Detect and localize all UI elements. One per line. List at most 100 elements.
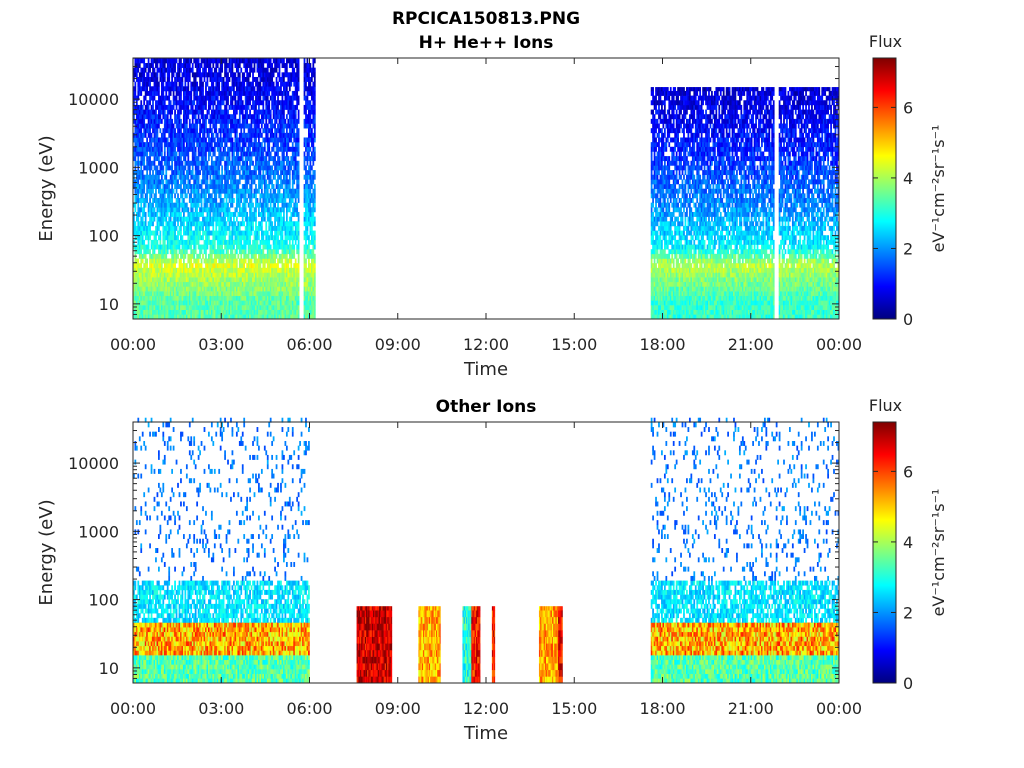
heatmap-cell — [252, 58, 254, 64]
heatmap-cell — [259, 63, 262, 68]
heatmap-cell — [271, 253, 274, 259]
heatmap-cell — [221, 281, 224, 287]
heatmap-cell — [231, 86, 234, 92]
heatmap-cell — [208, 151, 210, 157]
heatmap-cell — [137, 314, 140, 320]
heatmap-cell — [155, 263, 157, 269]
heatmap-cell — [177, 239, 179, 245]
heatmap-cell — [199, 90, 201, 96]
heatmap-cell — [183, 114, 185, 120]
heatmap-cell — [155, 72, 157, 78]
heatmap-cell — [140, 207, 143, 213]
heatmap-cell — [255, 109, 257, 115]
heatmap-cell — [194, 272, 197, 278]
heatmap-cell — [169, 230, 172, 236]
heatmap-cell — [140, 165, 143, 171]
heatmap-cell — [140, 202, 143, 208]
heatmap-cell — [177, 170, 179, 176]
heatmap-cell — [212, 184, 215, 189]
heatmap-cell — [271, 221, 274, 227]
heatmap-cell — [196, 314, 199, 320]
heatmap-cell — [259, 244, 262, 250]
heatmap-cell — [181, 104, 184, 110]
heatmap-cell — [172, 235, 175, 241]
heatmap-cell — [150, 267, 153, 273]
heatmap-cell — [210, 128, 213, 134]
heatmap-cell — [256, 263, 259, 269]
heatmap-cell — [168, 263, 171, 269]
heatmap-cell — [265, 86, 268, 92]
heatmap-cell — [193, 216, 196, 222]
heatmap-cell — [205, 128, 207, 134]
heatmap-cell — [153, 300, 156, 306]
heatmap-cell — [274, 174, 276, 180]
heatmap-cell — [246, 76, 249, 82]
heatmap-cell — [143, 305, 146, 310]
heatmap-cell — [255, 253, 257, 259]
heatmap-cell — [231, 160, 234, 166]
heatmap-cell — [227, 244, 229, 250]
heatmap-cell — [275, 244, 278, 250]
heatmap-cell — [247, 230, 250, 236]
heatmap-cell — [169, 137, 172, 143]
heatmap-cell — [153, 263, 156, 269]
heatmap-cell — [277, 128, 279, 134]
heatmap-cell — [283, 193, 285, 199]
heatmap-cell — [153, 156, 156, 162]
heatmap-cell — [225, 272, 228, 278]
heatmap-cell — [266, 216, 269, 222]
heatmap-cell — [227, 277, 229, 283]
heatmap-cell — [191, 142, 194, 148]
heatmap-cell — [185, 184, 188, 189]
heatmap-cell — [209, 305, 212, 310]
heatmap-cell — [250, 295, 253, 301]
heatmap-cell — [238, 188, 241, 194]
heatmap-cell — [215, 216, 218, 222]
heatmap-cell — [138, 277, 141, 283]
heatmap-cell — [225, 300, 228, 306]
heatmap-cell — [263, 211, 266, 217]
heatmap-cell — [172, 128, 175, 134]
heatmap-cell — [169, 114, 172, 120]
heatmap-cell — [258, 63, 260, 68]
heatmap-cell — [218, 281, 221, 287]
heatmap-cell — [208, 104, 210, 110]
heatmap-cell — [233, 244, 235, 250]
heatmap-cell — [168, 309, 171, 315]
heatmap-cell — [163, 263, 166, 269]
heatmap-cell — [138, 249, 141, 255]
heatmap-cell — [174, 174, 176, 180]
heatmap-cell — [235, 179, 238, 185]
heatmap-cell — [260, 109, 263, 115]
heatmap-cell — [156, 281, 159, 287]
heatmap-cell — [153, 128, 156, 134]
heatmap-cell — [188, 142, 191, 148]
heatmap-cell — [213, 309, 216, 315]
heatmap-cell — [228, 295, 231, 301]
heatmap-cell — [281, 142, 284, 148]
heatmap-cell — [156, 225, 159, 231]
heatmap-cell — [235, 100, 238, 106]
heatmap-cell — [183, 244, 185, 250]
heatmap-cell — [194, 72, 197, 78]
heatmap-cell — [275, 193, 278, 199]
heatmap-cell — [169, 86, 172, 92]
heatmap-cell — [140, 198, 143, 203]
heatmap-cell — [180, 160, 182, 166]
heatmap-cell — [268, 281, 271, 287]
heatmap-cell — [258, 114, 260, 120]
heatmap-cell — [166, 63, 169, 68]
heatmap-cell — [194, 174, 197, 180]
heatmap-cell — [230, 295, 232, 301]
heatmap-cell — [144, 295, 147, 301]
heatmap-cell — [244, 258, 247, 264]
heatmap-cell — [246, 165, 249, 171]
heatmap-cell — [194, 225, 197, 231]
heatmap-cell — [135, 160, 138, 166]
heatmap-cell — [196, 207, 199, 213]
heatmap-cell — [205, 193, 207, 199]
heatmap-cell — [271, 165, 274, 171]
heatmap-cell — [280, 198, 282, 203]
heatmap-cell — [166, 235, 169, 241]
heatmap-cell — [178, 305, 181, 310]
